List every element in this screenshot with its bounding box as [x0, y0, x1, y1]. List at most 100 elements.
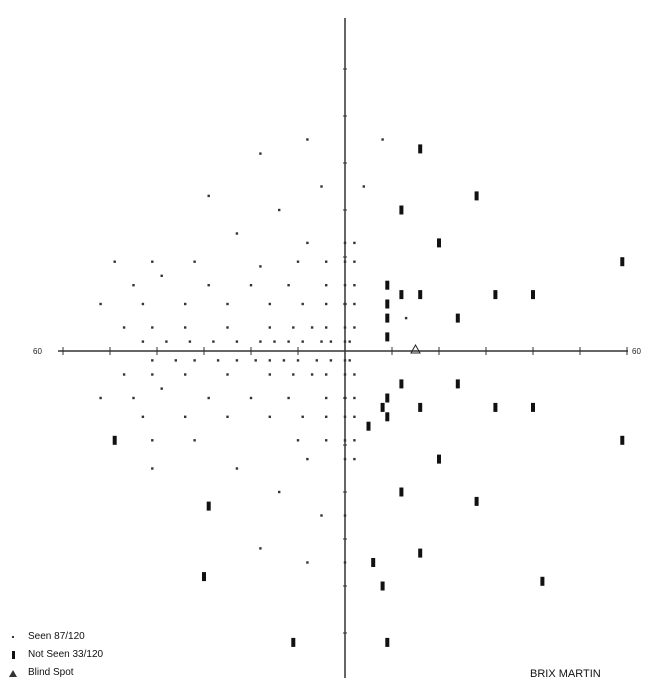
seen-point	[343, 439, 347, 442]
seen-point	[353, 302, 356, 306]
not-seen-point	[202, 572, 206, 582]
seen-point	[325, 396, 328, 400]
seen-point	[292, 373, 295, 376]
seen-marker-icon	[6, 636, 20, 638]
seen-point	[268, 373, 271, 376]
not-seen-point	[399, 487, 404, 497]
not-seen-point	[399, 290, 404, 300]
not-seen-point	[493, 290, 498, 300]
seen-point	[287, 340, 290, 343]
legend-item-blind-spot: Blind Spot	[6, 664, 103, 682]
seen-point	[282, 359, 286, 362]
seen-point	[296, 260, 300, 263]
seen-point	[343, 514, 347, 517]
legend-seen-label: Seen	[28, 631, 52, 642]
seen-point	[278, 490, 281, 494]
seen-point	[325, 326, 328, 329]
not-seen-point	[366, 421, 371, 431]
seen-point	[325, 373, 328, 376]
seen-point	[193, 359, 196, 362]
seen-point	[306, 457, 309, 461]
not-seen-point	[380, 581, 385, 591]
seen-point	[343, 326, 347, 329]
not-seen-point	[418, 548, 423, 558]
seen-point	[343, 359, 347, 362]
seen-point	[306, 138, 309, 141]
not-seen-point	[418, 402, 423, 412]
seen-point	[259, 152, 262, 155]
not-seen-marker-icon	[6, 651, 20, 659]
seen-point	[165, 340, 168, 343]
seen-point	[151, 373, 154, 376]
seen-point	[268, 415, 271, 418]
not-seen-point	[418, 144, 423, 154]
seen-point	[343, 260, 347, 263]
seen-point	[287, 396, 290, 400]
seen-point	[320, 340, 323, 343]
seen-point	[249, 284, 253, 287]
seen-point	[343, 396, 347, 400]
legend-item-not-seen: Not Seen 33/120	[6, 646, 103, 664]
not-seen-point	[474, 191, 479, 201]
not-seen-point	[385, 313, 390, 323]
seen-point	[184, 415, 187, 418]
seen-point	[325, 439, 328, 442]
seen-point	[287, 284, 290, 287]
seen-point	[259, 265, 262, 268]
seen-point	[174, 359, 177, 362]
seen-point	[301, 302, 304, 306]
seen-point	[132, 396, 135, 400]
seen-point	[329, 359, 333, 362]
seen-point	[343, 415, 347, 418]
seen-point	[184, 302, 187, 306]
seen-point	[226, 373, 229, 376]
not-seen-point	[418, 290, 423, 300]
seen-point	[343, 241, 347, 245]
seen-point	[235, 467, 239, 470]
seen-point	[273, 340, 276, 343]
not-seen-point	[399, 205, 404, 215]
seen-point	[381, 138, 384, 141]
seen-point	[278, 208, 281, 212]
seen-point	[259, 547, 262, 550]
not-seen-point	[437, 238, 441, 248]
not-seen-point	[531, 290, 535, 300]
not-seen-point	[620, 435, 625, 445]
legend: Seen 87/120 Not Seen 33/120 Blind Spot	[6, 628, 103, 682]
seen-point	[353, 439, 356, 442]
seen-point	[207, 284, 210, 287]
not-seen-point	[493, 402, 498, 412]
not-seen-point	[385, 412, 390, 422]
not-seen-point	[474, 496, 479, 506]
seen-point	[353, 241, 356, 245]
seen-point	[113, 260, 116, 263]
seen-point	[151, 467, 154, 470]
seen-point	[99, 302, 102, 306]
not-seen-point	[385, 637, 390, 647]
not-seen-point	[455, 313, 460, 323]
seen-point	[212, 340, 215, 343]
seen-point	[151, 359, 154, 362]
blind-spot-point	[410, 343, 421, 354]
seen-point	[268, 359, 271, 362]
seen-point	[325, 284, 328, 287]
seen-point	[235, 232, 239, 235]
not-seen-point	[455, 379, 460, 389]
seen-point	[296, 439, 300, 442]
seen-point	[207, 396, 210, 400]
seen-point	[249, 396, 253, 400]
x-axis-right-label: 60	[632, 347, 641, 356]
seen-point	[151, 326, 154, 329]
seen-point	[325, 302, 328, 306]
seen-point	[207, 194, 210, 198]
seen-point	[141, 302, 145, 306]
seen-point	[160, 387, 163, 390]
seen-point	[315, 359, 318, 362]
not-seen-point	[540, 576, 545, 586]
seen-point	[193, 260, 196, 263]
seen-point	[343, 302, 347, 306]
seen-point	[362, 185, 365, 188]
seen-point	[226, 302, 229, 306]
seen-point	[226, 415, 229, 418]
seen-point	[188, 340, 192, 343]
